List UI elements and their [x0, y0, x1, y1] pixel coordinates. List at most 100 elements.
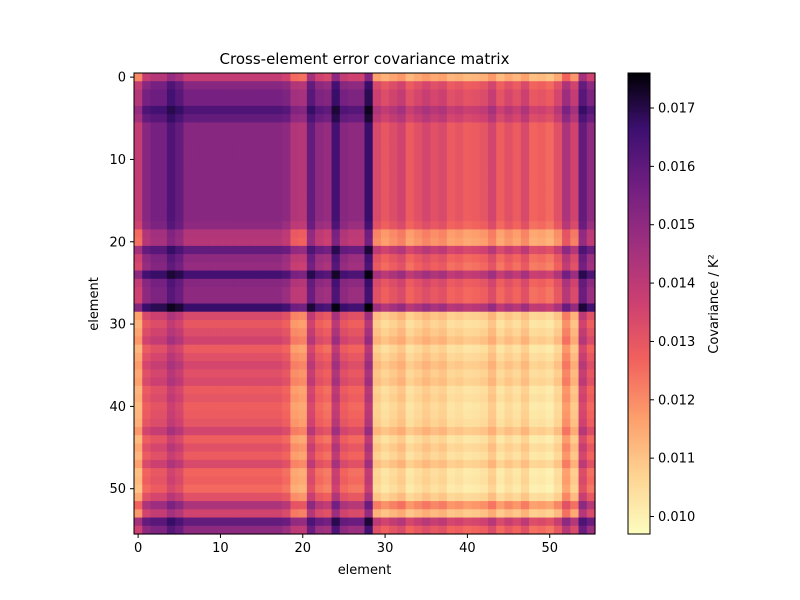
- heatmap-cell: [142, 155, 152, 165]
- heatmap-cell: [578, 509, 588, 519]
- heatmap-cell: [586, 328, 596, 338]
- heatmap-cell: [570, 509, 580, 519]
- heatmap-cell: [578, 377, 588, 387]
- heatmap-cell: [496, 468, 506, 477]
- heatmap-cell: [372, 418, 382, 428]
- heatmap-cell: [315, 492, 324, 502]
- heatmap-cell: [191, 344, 201, 354]
- heatmap-cell: [405, 517, 415, 527]
- heatmap-cell: [175, 385, 184, 395]
- heatmap-cell: [224, 237, 234, 247]
- heatmap-cell: [463, 180, 473, 189]
- heatmap-cell: [520, 311, 530, 321]
- heatmap-cell: [479, 270, 489, 280]
- heatmap-cell: [413, 459, 423, 469]
- heatmap-cell: [273, 352, 283, 362]
- heatmap-cell: [562, 196, 571, 206]
- heatmap-cell: [562, 229, 571, 239]
- heatmap-cell: [380, 426, 390, 436]
- heatmap-cell: [430, 361, 440, 370]
- heatmap-cell: [380, 361, 390, 370]
- heatmap-cell: [529, 410, 538, 420]
- heatmap-cell: [265, 410, 275, 420]
- heatmap-cell: [150, 525, 160, 535]
- heatmap-cell: [512, 509, 522, 519]
- heatmap-cell: [504, 468, 514, 477]
- heatmap-cell: [158, 105, 168, 115]
- heatmap-cell: [175, 105, 184, 115]
- heatmap-cell: [249, 468, 259, 477]
- colorbar-tick-label: 0.017: [658, 102, 695, 117]
- heatmap-cell: [372, 254, 382, 263]
- heatmap-cell: [323, 394, 333, 403]
- heatmap-cell: [356, 410, 366, 420]
- heatmap-cell: [249, 311, 259, 321]
- heatmap-cell: [315, 262, 324, 272]
- heatmap-cell: [487, 459, 497, 469]
- heatmap-cell: [356, 155, 366, 165]
- heatmap-cell: [273, 484, 283, 494]
- heatmap-cell: [479, 89, 489, 99]
- heatmap-cell: [487, 501, 497, 510]
- heatmap-cell: [241, 303, 250, 313]
- heatmap-cell: [520, 114, 530, 123]
- heatmap-cell: [562, 418, 571, 428]
- heatmap-cell: [397, 204, 407, 214]
- heatmap-cell: [430, 138, 440, 148]
- heatmap-cell: [380, 114, 390, 123]
- heatmap-cell: [496, 501, 506, 510]
- heatmap-cell: [380, 171, 390, 181]
- heatmap-cell: [175, 180, 184, 189]
- heatmap-cell: [537, 517, 547, 527]
- heatmap-cell: [298, 459, 308, 469]
- heatmap-cell: [265, 212, 275, 222]
- heatmap-cell: [273, 270, 283, 280]
- heatmap-cell: [430, 517, 440, 527]
- heatmap-cell: [364, 344, 374, 354]
- heatmap-cell: [257, 492, 267, 502]
- heatmap-cell: [430, 418, 440, 428]
- heatmap-cell: [224, 221, 234, 231]
- heatmap-cell: [166, 509, 176, 519]
- heatmap-cell: [446, 492, 456, 502]
- heatmap-cell: [479, 97, 489, 107]
- heatmap-cell: [364, 114, 374, 123]
- heatmap-cell: [496, 492, 506, 502]
- heatmap-cell: [471, 369, 481, 379]
- heatmap-cell: [348, 245, 357, 255]
- heatmap-cell: [438, 394, 448, 403]
- heatmap-cell: [422, 426, 431, 436]
- heatmap-cell: [405, 89, 415, 99]
- heatmap-cell: [463, 303, 473, 313]
- heatmap-cell: [306, 287, 316, 296]
- heatmap-cell: [471, 336, 481, 346]
- y-axis-label: element: [87, 277, 102, 331]
- heatmap-cell: [224, 229, 234, 239]
- heatmap-cell: [562, 180, 571, 189]
- heatmap-cell: [438, 237, 448, 247]
- heatmap-cell: [570, 492, 580, 502]
- heatmap-cell: [356, 204, 366, 214]
- heatmap-cell: [553, 188, 563, 198]
- heatmap-cell: [265, 377, 275, 387]
- heatmap-cell: [339, 254, 349, 263]
- heatmap-cell: [224, 270, 234, 280]
- heatmap-cell: [512, 204, 522, 214]
- heatmap-cell: [199, 394, 209, 403]
- heatmap-cell: [487, 484, 497, 494]
- heatmap-cell: [241, 237, 250, 247]
- heatmap-cell: [455, 303, 464, 313]
- heatmap-cell: [249, 73, 259, 82]
- heatmap-cell: [529, 188, 538, 198]
- heatmap-cell: [496, 319, 506, 329]
- heatmap-cell: [380, 484, 390, 494]
- heatmap-cell: [175, 229, 184, 239]
- heatmap-cell: [175, 278, 184, 288]
- heatmap-cell: [422, 410, 431, 420]
- heatmap-cell: [150, 171, 160, 181]
- heatmap-cell: [520, 303, 530, 313]
- heatmap-cell: [364, 254, 374, 263]
- heatmap-cell: [487, 138, 497, 148]
- heatmap-cell: [339, 394, 349, 403]
- heatmap-cell: [405, 394, 415, 403]
